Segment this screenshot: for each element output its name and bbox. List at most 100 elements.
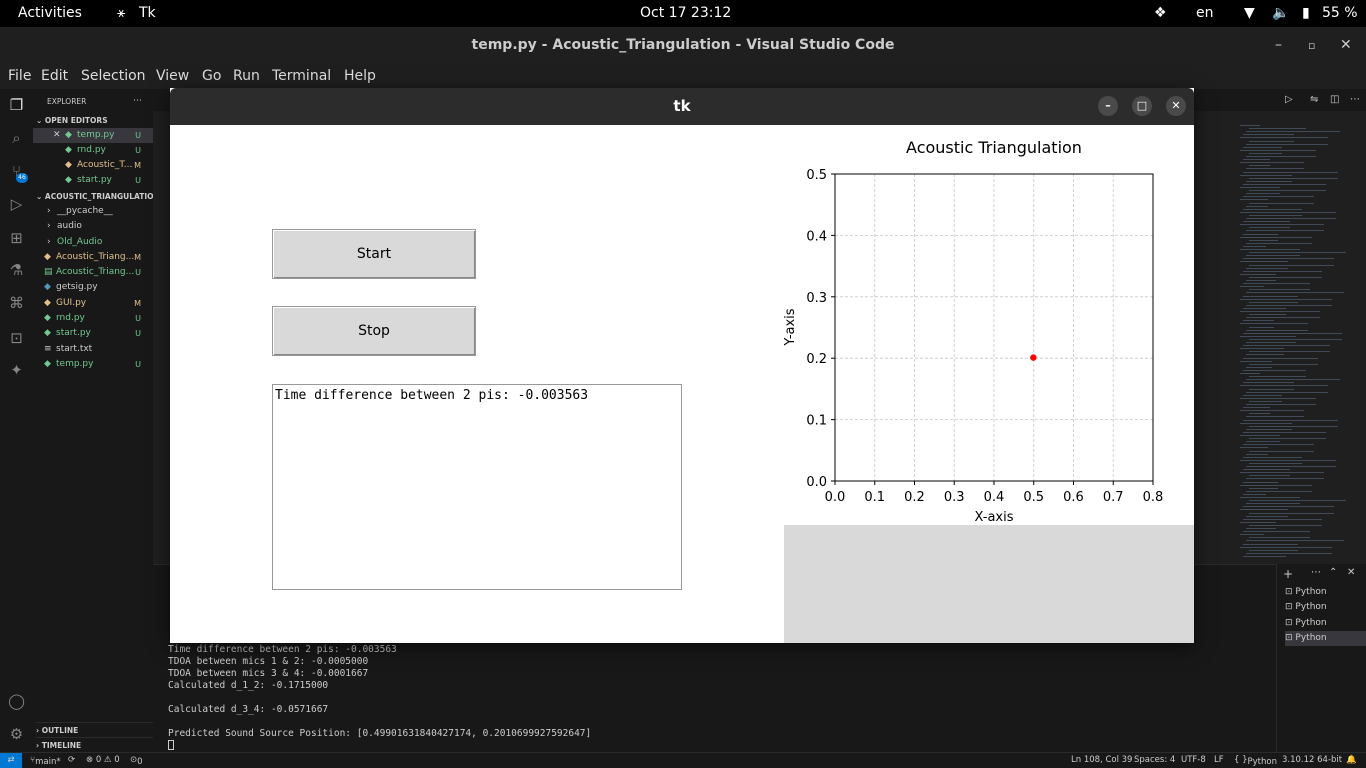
- dropbox-icon[interactable]: ❖: [1154, 5, 1167, 21]
- project-section[interactable]: ⌄ ACOUSTIC_TRIANGULATION: [36, 192, 160, 201]
- folder-item[interactable]: › __pycache__: [33, 204, 153, 219]
- open-editor-item[interactable]: ◆ start.py U: [33, 173, 153, 188]
- butterfly-icon[interactable]: ✦: [10, 361, 23, 379]
- language-indicator[interactable]: en: [1196, 5, 1214, 21]
- restore-icon[interactable]: ▫: [1308, 39, 1316, 52]
- run-icon[interactable]: ▷: [1285, 94, 1293, 105]
- file-item[interactable]: ▤ Acoustic_Triang... U: [33, 265, 153, 280]
- open-editor-item[interactable]: ◆ rnd.py U: [33, 143, 153, 158]
- indentation[interactable]: Spaces: 4: [1134, 755, 1176, 765]
- problems-indicator[interactable]: ⊗ 0 ⚠ 0: [86, 755, 120, 765]
- tk-minimize-icon[interactable]: –: [1098, 96, 1118, 116]
- minimap-line: [1243, 171, 1338, 173]
- volume-icon[interactable]: 🔈: [1272, 5, 1290, 21]
- remote-explorer-icon[interactable]: ⊡: [10, 329, 23, 347]
- menu-edit[interactable]: Edit: [41, 68, 69, 84]
- folder-item[interactable]: › Old_Audio: [33, 235, 153, 250]
- encoding[interactable]: UTF-8: [1181, 755, 1206, 765]
- terminal-line: TDOA between mics 3 & 4: -0.0001667: [168, 668, 369, 679]
- python-interpreter[interactable]: 3.10.12 64-bit: [1282, 755, 1343, 765]
- minimap-line: [1246, 515, 1288, 517]
- sync-icon[interactable]: ⟳: [68, 755, 76, 765]
- cursor-position[interactable]: Ln 108, Col 39: [1071, 755, 1133, 765]
- tk-maximize-icon[interactable]: □: [1132, 96, 1152, 116]
- folder-name: Old_Audio: [57, 237, 103, 247]
- menu-file[interactable]: File: [8, 68, 32, 84]
- notifications-icon[interactable]: 🔔: [1346, 755, 1357, 765]
- open-editor-item[interactable]: ✕ ◆ temp.py U: [33, 128, 153, 143]
- start-button[interactable]: Start: [272, 229, 476, 279]
- source-control-icon[interactable]: ⑂: [11, 162, 21, 180]
- clock[interactable]: Oct 17 23:12: [640, 5, 732, 21]
- close-icon[interactable]: ✕: [1340, 37, 1352, 53]
- tk-titlebar[interactable]: tk – □ ✕: [170, 88, 1194, 125]
- minimap-line: [1249, 190, 1326, 192]
- minimap-line: [1249, 413, 1270, 415]
- plot-points: [1030, 354, 1037, 361]
- extensions-icon[interactable]: ⊞: [10, 229, 23, 247]
- branch-icon[interactable]: ⑂ main*: [30, 755, 61, 767]
- terminal-instance[interactable]: ⊡ Python: [1285, 587, 1327, 597]
- maximize-panel-icon[interactable]: ⌃: [1329, 567, 1338, 578]
- app-menu[interactable]: Tk: [139, 5, 156, 21]
- minimap-line: [1246, 342, 1296, 343]
- split-editor-icon[interactable]: ◫: [1330, 94, 1340, 105]
- compare-icon[interactable]: ⇋: [1310, 94, 1319, 105]
- minimap-line: [1243, 345, 1330, 347]
- minimap-line: [1246, 230, 1324, 232]
- minimize-icon[interactable]: –: [1275, 37, 1282, 53]
- file-item[interactable]: ◆ temp.py U: [33, 357, 153, 372]
- minimap-line: [1249, 289, 1310, 291]
- python-icon[interactable]: ⌘: [9, 294, 24, 312]
- terminal-instance[interactable]: ⊡ Python: [1285, 631, 1366, 646]
- folder-item[interactable]: › audio: [33, 219, 153, 234]
- file-name: temp.py: [56, 359, 94, 369]
- terminal-line: Calculated d_3_4: -0.0571667: [168, 704, 329, 715]
- file-name: Acoustic_Triang...: [56, 267, 135, 277]
- file-item[interactable]: ◆ rnd.py U: [33, 311, 153, 326]
- menu-go[interactable]: Go: [202, 68, 222, 84]
- menu-help[interactable]: Help: [344, 68, 376, 84]
- terminal-instance-label: Python: [1295, 618, 1327, 628]
- remote-indicator-icon[interactable]: ⇄: [0, 753, 22, 768]
- explorer-icon[interactable]: ❐: [9, 96, 24, 114]
- file-item[interactable]: ◆ getsig.py: [33, 280, 153, 295]
- menu-view[interactable]: View: [156, 68, 190, 84]
- menu-selection[interactable]: Selection: [81, 68, 146, 84]
- menu-run[interactable]: Run: [233, 68, 260, 84]
- language-mode[interactable]: { } Python: [1234, 755, 1277, 767]
- tk-close-icon[interactable]: ✕: [1166, 96, 1186, 116]
- activities-button[interactable]: Activities: [18, 5, 82, 21]
- timeline-section[interactable]: › TIMELINE: [36, 737, 156, 752]
- more-actions-icon[interactable]: ⋯: [133, 96, 142, 106]
- stop-button[interactable]: Stop: [272, 306, 476, 356]
- outline-section[interactable]: › OUTLINE: [36, 722, 156, 737]
- terminal-instance[interactable]: ⊡ Python: [1285, 618, 1327, 628]
- ports-indicator[interactable]: ⊙ 0: [130, 755, 143, 767]
- minimap[interactable]: [1240, 125, 1356, 565]
- file-item[interactable]: ◆ start.py U: [33, 326, 153, 341]
- open-editors-section[interactable]: ⌄ OPEN EDITORS: [36, 116, 108, 125]
- search-icon[interactable]: ⌕: [12, 129, 21, 147]
- file-item[interactable]: ≡ start.txt: [33, 342, 153, 357]
- settings-gear-icon[interactable]: ⚙: [9, 725, 24, 743]
- more-icon[interactable]: ⋯: [1311, 567, 1321, 578]
- add-terminal-icon[interactable]: +: [1283, 567, 1294, 581]
- menu-terminal[interactable]: Terminal: [272, 68, 332, 84]
- terminal-instance[interactable]: ⊡ Python: [1285, 602, 1327, 612]
- line-ending[interactable]: LF: [1214, 755, 1224, 765]
- more-actions-icon[interactable]: ⋯: [1350, 94, 1360, 105]
- output-textbox[interactable]: Time difference between 2 pis: -0.003563: [272, 384, 682, 590]
- run-debug-icon[interactable]: ▷: [10, 195, 23, 213]
- minimap-line: [1240, 298, 1332, 300]
- close-panel-icon[interactable]: ✕: [1347, 567, 1356, 578]
- battery-icon[interactable]: ▮: [1302, 5, 1310, 21]
- file-item[interactable]: ◆ GUI.py M: [33, 296, 153, 311]
- wifi-icon[interactable]: ▼: [1244, 5, 1255, 21]
- terminal-output[interactable]: Time difference between 2 pis: -0.003563…: [168, 644, 591, 750]
- account-icon[interactable]: ◯: [8, 692, 25, 710]
- open-editor-item[interactable]: ◆ Acoustic_T... M: [33, 158, 153, 173]
- close-editor-icon[interactable]: ✕: [53, 130, 61, 140]
- file-item[interactable]: ◆ Acoustic_Triang... M: [33, 250, 153, 265]
- testing-icon[interactable]: ⚗: [9, 261, 24, 279]
